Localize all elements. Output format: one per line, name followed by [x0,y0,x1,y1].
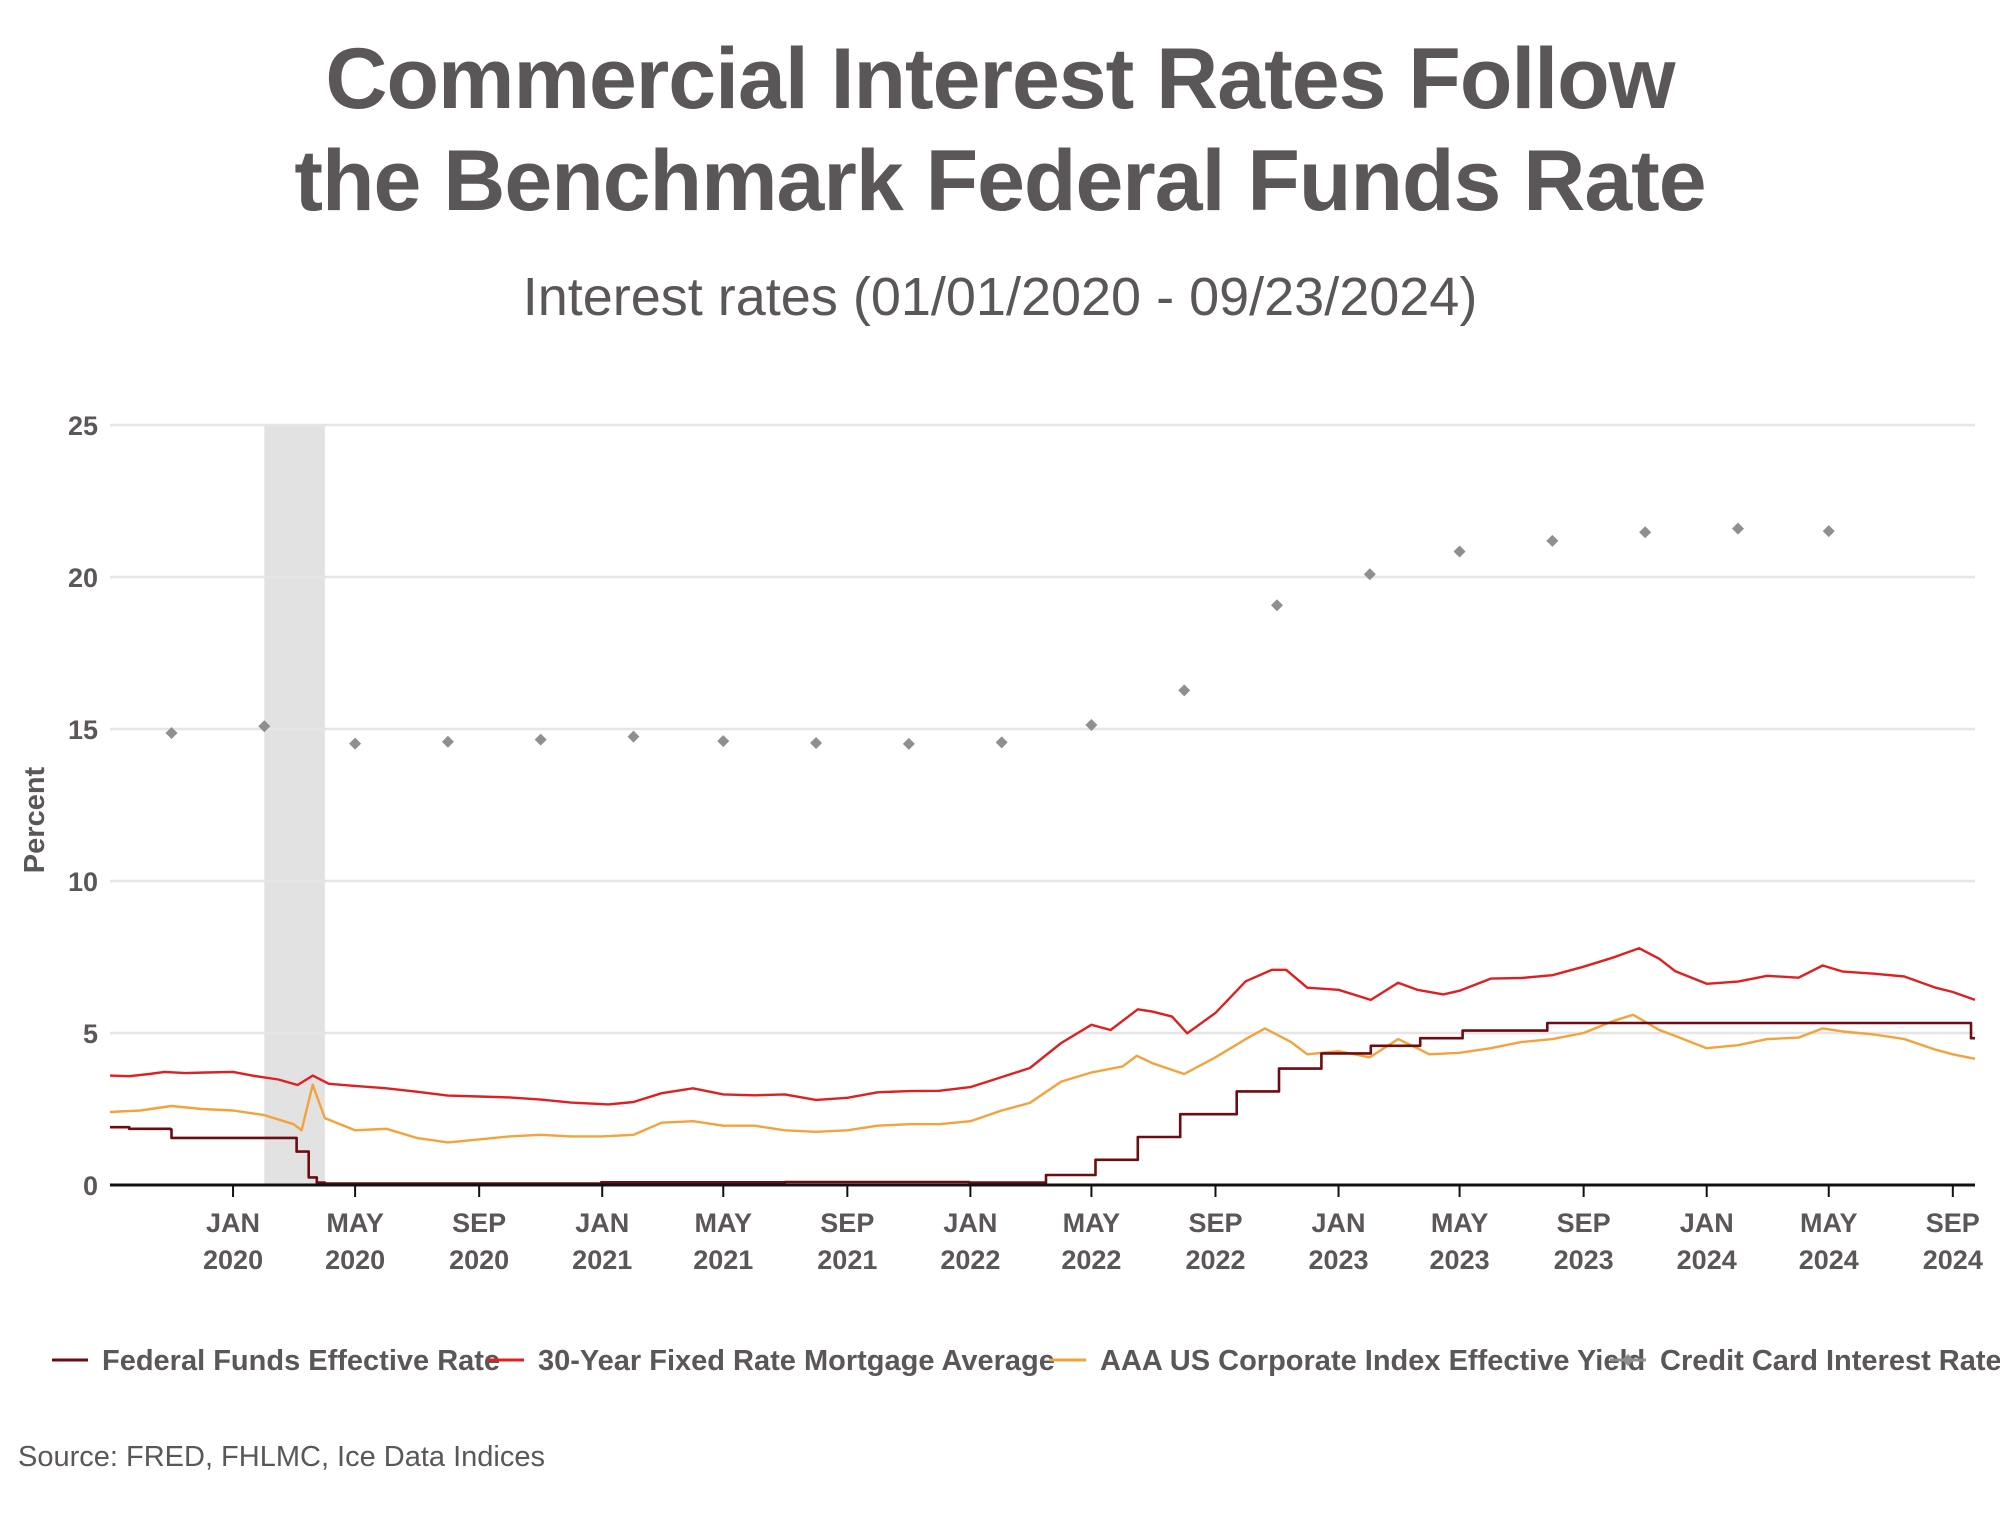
y-tick-label: 10 [68,867,98,897]
y-tick-label: 20 [68,563,98,593]
data-point [1639,526,1652,539]
y-tick-label: 5 [83,1019,98,1049]
x-tick-label: 2023 [1309,1245,1369,1275]
data-point [258,720,271,733]
data-point [1822,525,1835,538]
series-credit-card-interest-rate [165,522,1835,750]
data-point [349,737,362,750]
chart-subtitle: Interest rates (01/01/2020 - 09/23/2024) [523,267,1478,327]
data-point [995,736,1008,749]
y-axis-ticks: 0 5 10 15 20 25 [68,411,98,1201]
x-tick-label: MAY [326,1208,384,1238]
x-tick-label: 2022 [1185,1245,1245,1275]
x-tick-label: 2023 [1430,1245,1490,1275]
x-tick-label: 2020 [325,1245,385,1275]
x-tick-label: 2020 [449,1245,509,1275]
x-tick-label: JAN [1680,1208,1734,1238]
legend-label: AAA US Corporate Index Effective Yield [1100,1345,1645,1377]
x-tick-label: MAY [1063,1208,1121,1238]
x-tick-label: SEP [1188,1208,1242,1238]
gridlines [110,423,1975,1035]
data-point [1085,719,1098,732]
x-tick-label: JAN [1312,1208,1366,1238]
data-point [441,735,454,748]
x-tick-label: 2021 [572,1245,632,1275]
y-axis-label: Percent [19,766,51,873]
chart-title-line-1: Commercial Interest Rates Follow [325,31,1676,127]
x-tick-label: 2021 [693,1245,753,1275]
x-tick-label: JAN [575,1208,629,1238]
x-tick-label: SEP [452,1208,506,1238]
x-tick-label: 2024 [1677,1245,1737,1275]
x-tick-label: SEP [820,1208,874,1238]
series-layer [109,522,1976,1185]
x-tick-label: JAN [206,1208,260,1238]
x-axis-ticks: JAN 2020 MAY 2020 SEP 2020 JAN 2021 MAY 2021 SEP 20… [203,1185,1983,1275]
legend: Federal Funds Effective Rate 30-Year Fixe… [52,1345,2000,1377]
x-tick-label: MAY [694,1208,752,1238]
x-tick-label: 2024 [1923,1245,1983,1275]
x-tick-label: 2023 [1554,1245,1614,1275]
x-tick-label: MAY [1800,1208,1858,1238]
data-point [165,726,178,739]
x-tick-label: 2020 [203,1245,263,1275]
recession-shading [264,425,325,1185]
series-line-30-year-fixed-rate-mortgage-average [109,947,1976,1106]
data-point [534,733,547,746]
legend-marker [1622,1354,1634,1366]
data-point [1363,568,1376,581]
x-tick-label: SEP [1557,1208,1611,1238]
x-tick-label: 2022 [940,1245,1000,1275]
series-line-federal-funds-effective-rate [110,1021,1975,1185]
source-note: Source: FRED, FHLMC, Ice Data Indices [18,1441,545,1473]
legend-label: 30-Year Fixed Rate Mortgage Average [538,1345,1055,1377]
legend-label: Credit Card Interest Rate [1660,1345,2000,1377]
data-point [627,730,640,743]
series-line-aaa-us-corporate-index-effective-yield [109,1013,1976,1144]
x-tick-label: 2024 [1799,1245,1859,1275]
y-tick-label: 15 [68,715,98,745]
data-point [1546,534,1559,547]
data-point [1731,522,1744,535]
legend-label: Federal Funds Effective Rate [102,1345,500,1377]
y-tick-label: 25 [68,411,98,441]
data-point [810,736,823,749]
x-tick-label: JAN [943,1208,997,1238]
data-point [902,737,915,750]
data-point [1271,599,1284,612]
y-tick-label: 0 [83,1171,98,1201]
x-tick-label: MAY [1431,1208,1489,1238]
data-point [1178,684,1191,697]
x-tick-label: 2021 [817,1245,877,1275]
data-point [717,735,730,748]
recession-band [264,425,325,1185]
x-tick-label: SEP [1926,1208,1980,1238]
chart-title-line-2: the Benchmark Federal Funds Rate [294,133,1705,229]
data-point [1453,545,1466,558]
x-tick-label: 2022 [1061,1245,1121,1275]
